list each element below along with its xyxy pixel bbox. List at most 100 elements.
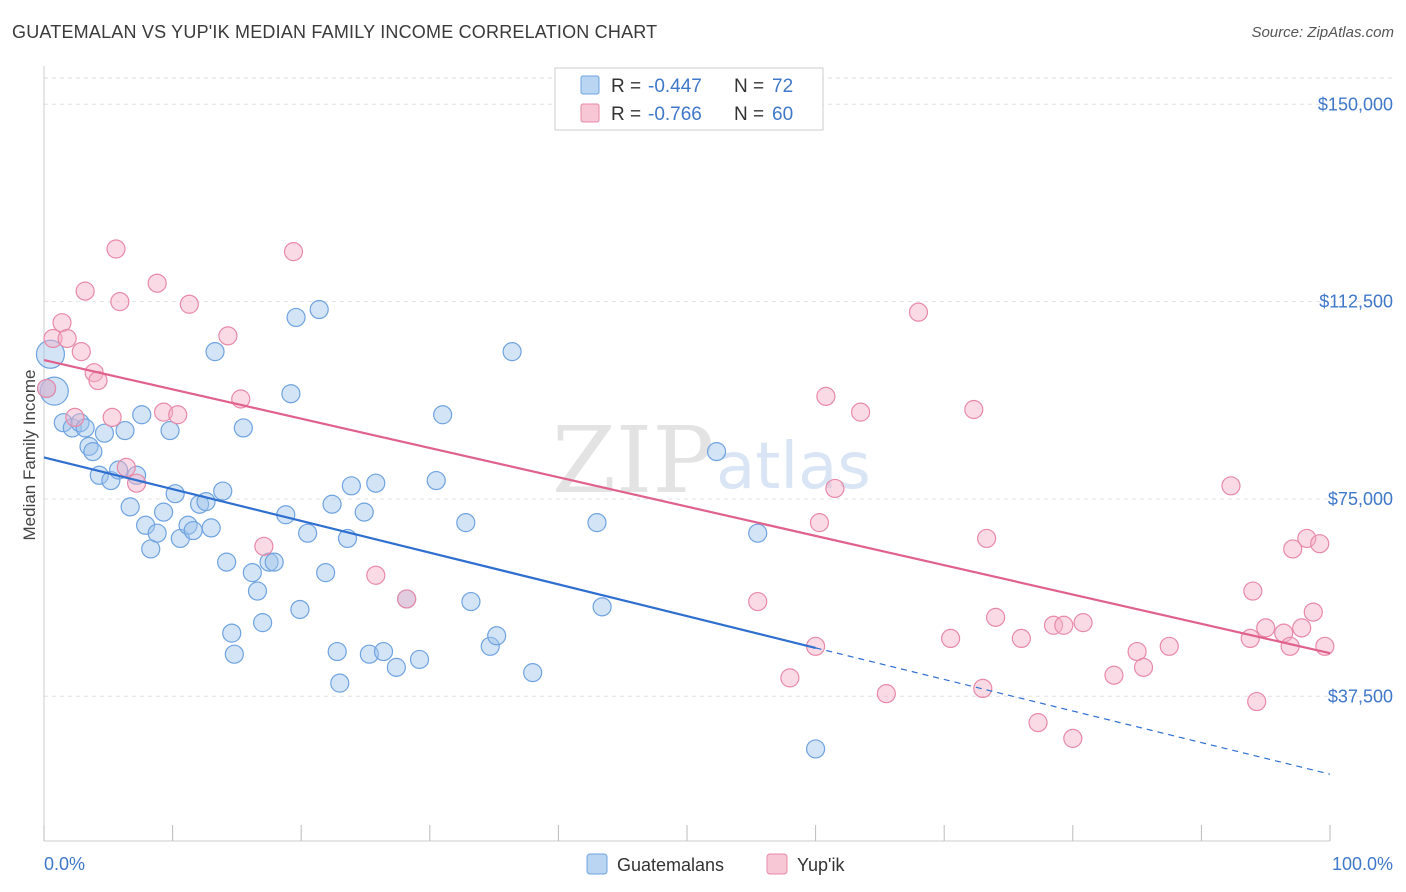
data-point — [178, 515, 198, 535]
data-point — [43, 328, 63, 349]
bottom-legend-label-guatemalans: Guatemalans — [617, 855, 724, 875]
legend-r-label: R = — [611, 104, 641, 125]
data-point — [341, 476, 361, 496]
data-point — [218, 326, 238, 346]
data-point — [36, 378, 57, 399]
data-point — [502, 342, 522, 362]
data-point — [71, 342, 91, 362]
y-tick-labels: $37,500 $75,000 $112,500 $150,000 — [1318, 94, 1393, 706]
legend-swatch-yupik — [580, 103, 600, 123]
data-point — [1011, 628, 1031, 649]
data-point — [1073, 613, 1093, 633]
data-point — [115, 420, 135, 441]
data-point — [1043, 615, 1064, 635]
data-point — [75, 418, 95, 438]
gridlines — [44, 77, 1395, 697]
data-point — [523, 663, 543, 683]
y-tick-label: $150,000 — [1318, 94, 1393, 114]
data-point — [222, 623, 242, 643]
data-point — [1256, 618, 1276, 638]
bottom-legend-label-yupik: Yup'ik — [797, 855, 845, 875]
bottom-legend-swatch-guatemalans — [586, 853, 608, 875]
data-point — [1283, 539, 1303, 559]
data-point — [366, 473, 386, 493]
y-tick-label: $37,500 — [1328, 686, 1393, 706]
data-point — [35, 339, 66, 369]
legend-n-value: 60 — [772, 104, 793, 125]
data-point — [65, 407, 85, 428]
data-point — [816, 386, 836, 406]
series-guatemalans — [35, 299, 826, 759]
legend-r-label: R = — [611, 76, 641, 97]
data-point — [908, 302, 929, 322]
data-point — [75, 281, 95, 301]
data-point — [286, 307, 306, 328]
x-tick-label-left: 0.0% — [44, 854, 85, 874]
data-point — [330, 673, 350, 693]
data-point — [102, 407, 122, 428]
data-point — [247, 581, 268, 601]
data-point — [1292, 618, 1312, 638]
legend-r-value: -0.447 — [648, 76, 702, 97]
data-point — [809, 513, 830, 533]
data-point — [135, 515, 156, 535]
data-point — [1303, 602, 1323, 622]
data-point — [426, 470, 446, 491]
data-point — [1247, 691, 1267, 712]
legend-n-label: N = — [734, 76, 764, 97]
data-point — [290, 599, 310, 620]
data-point — [366, 565, 386, 585]
legend-n-label: N = — [734, 104, 764, 125]
data-point — [309, 299, 329, 320]
data-point — [487, 626, 507, 646]
data-point — [217, 552, 237, 572]
data-point — [461, 591, 481, 612]
bottom-legend-swatch-yupik — [766, 853, 788, 875]
y-axis-label: Median Family Income — [20, 369, 39, 540]
trend-line-guatemalans — [43, 456, 816, 649]
legend-swatch-guatemalans — [580, 75, 600, 95]
data-point — [1243, 581, 1263, 601]
data-point — [977, 528, 997, 549]
data-point — [941, 628, 961, 649]
data-point — [94, 423, 115, 443]
data-point — [1133, 657, 1154, 677]
data-point — [168, 405, 188, 425]
data-point — [242, 563, 262, 583]
data-point — [132, 405, 152, 425]
data-point — [480, 636, 500, 656]
watermark-atlas: atlas — [716, 430, 871, 504]
data-point — [224, 644, 244, 664]
data-point — [409, 649, 430, 670]
top-legend-box — [554, 67, 824, 131]
data-point — [205, 342, 225, 362]
top-legend: R = -0.447 N = 72 R = -0.766 N = 60 — [554, 67, 824, 131]
data-point — [264, 552, 284, 572]
data-point — [1221, 476, 1241, 496]
data-point — [1297, 528, 1317, 549]
data-point — [153, 402, 174, 422]
legend-r-value: -0.766 — [648, 104, 702, 125]
data-point — [397, 589, 417, 609]
data-point — [79, 436, 99, 456]
trend-line-yupik — [43, 358, 1331, 655]
data-point — [213, 481, 233, 501]
data-point — [876, 684, 896, 704]
data-point — [805, 739, 826, 759]
data-point — [126, 473, 147, 493]
data-point — [281, 384, 301, 404]
data-point — [57, 328, 77, 349]
data-point — [110, 292, 130, 312]
data-point — [106, 239, 126, 259]
data-point — [1063, 728, 1083, 748]
data-point — [748, 591, 768, 612]
data-point — [322, 494, 342, 514]
data-point — [456, 513, 476, 533]
data-point — [1310, 534, 1330, 554]
legend-n-value: 72 — [772, 76, 793, 97]
data-point — [147, 523, 167, 543]
data-point — [587, 513, 607, 533]
data-point — [253, 613, 273, 633]
data-point — [354, 502, 374, 522]
